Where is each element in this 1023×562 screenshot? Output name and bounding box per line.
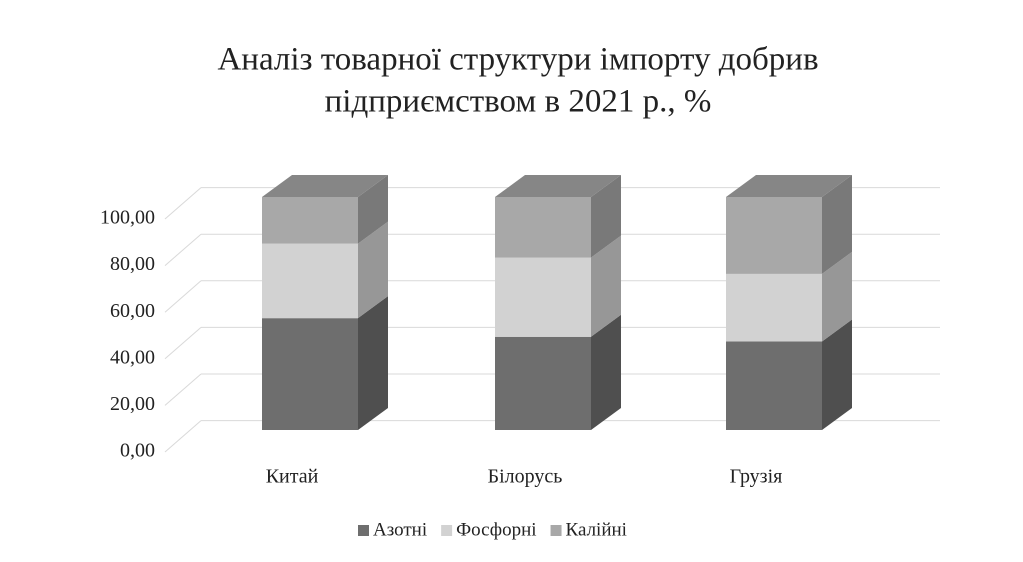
bar-side <box>822 251 852 342</box>
bar-segment <box>495 235 621 337</box>
y-tick-label: 100,00 <box>100 207 155 229</box>
bar-front <box>262 197 358 244</box>
bar-side <box>822 319 852 430</box>
bar-segment <box>262 296 388 430</box>
x-tick-label: Грузія <box>730 466 783 488</box>
legend-label: Калійні <box>566 519 627 540</box>
legend-label: Фосфорні <box>456 519 536 540</box>
y-tick-label: 20,00 <box>110 393 155 415</box>
chart-title: Аналіз товарної структури імпорту добрив <box>217 42 818 78</box>
grid-line <box>164 327 202 360</box>
x-tick-label: Китай <box>266 466 319 488</box>
bar-front <box>726 341 822 430</box>
bar-side <box>358 175 388 244</box>
grid-line <box>164 373 202 406</box>
bar-front <box>495 257 591 337</box>
bar-segment <box>262 175 388 244</box>
y-tick-label: 40,00 <box>110 346 155 368</box>
y-tick-label: 80,00 <box>110 253 155 275</box>
bar-segment <box>495 314 621 430</box>
bar-front <box>726 273 822 342</box>
bar-side <box>591 314 621 430</box>
bar-segment <box>495 175 621 258</box>
legend-swatch <box>550 525 562 536</box>
legend-swatch <box>441 525 453 536</box>
chart-title: підприємством в 2021 р., % <box>325 84 712 120</box>
grid-line <box>164 233 202 266</box>
grid-line <box>164 280 202 313</box>
bar-segment <box>726 319 852 430</box>
grid-line <box>164 420 202 453</box>
bar-top <box>495 175 621 197</box>
bar-top <box>262 175 388 197</box>
legend-label: Азотні <box>373 519 427 540</box>
bar-side <box>591 175 621 258</box>
bar-front <box>262 318 358 430</box>
y-tick-label: 60,00 <box>110 300 155 322</box>
bar-side <box>358 221 388 319</box>
x-tick-label: Білорусь <box>488 466 563 488</box>
y-tick-label: 0,00 <box>120 440 155 462</box>
bar-front <box>495 336 591 430</box>
legend-swatch <box>358 525 369 536</box>
bar-side <box>591 235 621 337</box>
bar-front <box>262 243 358 319</box>
bar-front <box>495 197 591 258</box>
bar-top <box>726 175 852 197</box>
bar-segment <box>726 251 852 342</box>
bar-segment <box>262 221 388 319</box>
bar-segment <box>726 175 852 274</box>
bar-side <box>358 296 388 430</box>
bar-front <box>726 197 822 274</box>
grid-line <box>164 187 202 220</box>
bar-side <box>822 175 852 274</box>
